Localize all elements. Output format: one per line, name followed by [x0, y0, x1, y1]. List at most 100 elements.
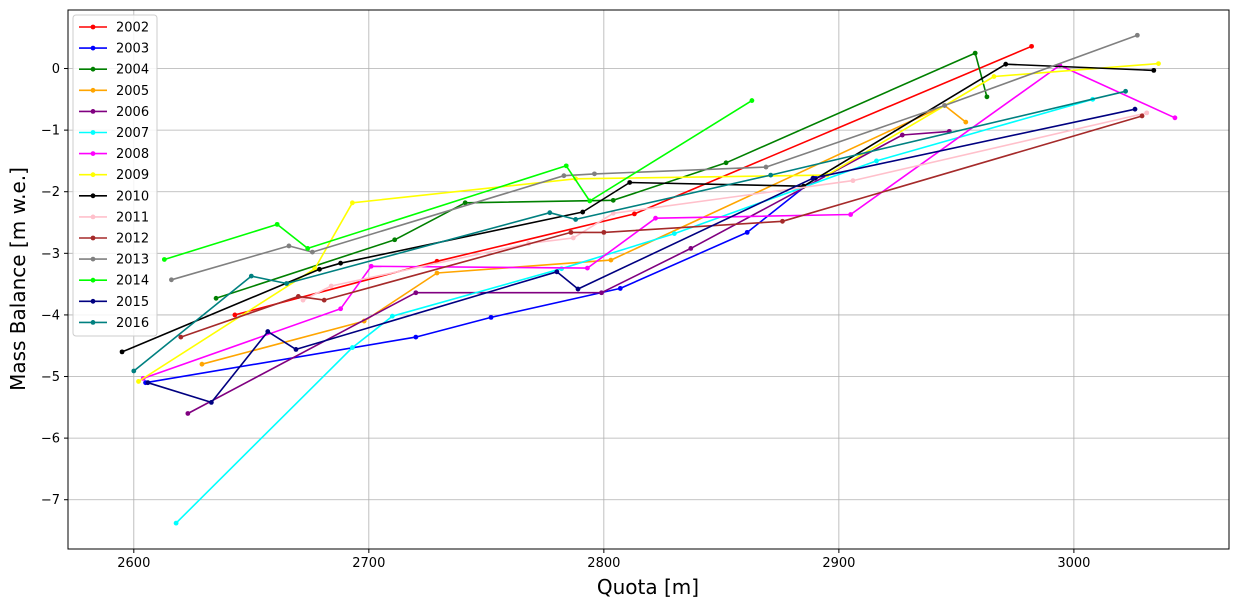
series-2004 [213, 50, 990, 301]
series-line-2005 [201, 104, 967, 365]
data-point [744, 229, 750, 235]
legend-label: 2008 [116, 147, 149, 162]
data-point [462, 200, 468, 206]
legend-label: 2005 [116, 84, 149, 99]
legend-label: 2012 [116, 232, 149, 247]
data-point [653, 215, 658, 221]
data-point [1139, 113, 1145, 119]
axis-ticks: 2600 2700 2800 2900 3000 0 −1 −2 −3 −4 −5 −6 −7 [41, 62, 1091, 571]
y-tick-label: −6 [41, 432, 60, 447]
data-point [136, 379, 141, 384]
legend-swatch-marker [90, 24, 96, 30]
legend-label: 2013 [116, 253, 149, 268]
y-tick-label: −3 [41, 247, 60, 262]
data-point [248, 273, 254, 279]
data-point [627, 180, 633, 185]
legend-label: 2016 [116, 316, 149, 331]
data-point [1123, 88, 1128, 94]
data-point [349, 200, 355, 206]
x-tick-label: 2700 [352, 556, 385, 571]
data-point [610, 197, 616, 203]
data-point [972, 50, 978, 56]
data-point [584, 265, 590, 271]
data-point [169, 277, 174, 283]
y-tick-label: −1 [41, 124, 60, 139]
legend-label: 2010 [116, 189, 149, 204]
data-point [573, 217, 579, 222]
data-point [991, 74, 997, 79]
data-point [305, 245, 311, 251]
series-line-2002 [234, 45, 1032, 316]
legend-item-2012: 2012 [79, 232, 149, 247]
data-point [848, 212, 854, 217]
legend-swatch-marker [90, 66, 96, 72]
data-point [1151, 67, 1157, 73]
x-axis-label: Quota [m] [597, 575, 699, 599]
data-point [392, 237, 398, 243]
data-point [1172, 115, 1178, 121]
legend-label: 2004 [116, 63, 149, 78]
y-tick-label: 0 [52, 62, 60, 77]
series-2013 [169, 32, 1140, 283]
data-point [899, 132, 905, 138]
legend-label: 2002 [116, 21, 149, 36]
data-point [274, 221, 280, 227]
data-point [587, 198, 593, 204]
legend-item-2013: 2013 [79, 253, 149, 268]
legend-swatch-marker [90, 214, 96, 220]
data-point [265, 329, 271, 334]
data-point [349, 345, 355, 350]
y-axis-label: Mass Balance [m w.e.] [6, 167, 30, 391]
data-point [671, 231, 677, 237]
data-point [768, 172, 774, 178]
series-2015 [145, 106, 1138, 405]
legend-swatch-marker [90, 172, 96, 178]
legend-swatch-marker [90, 151, 96, 157]
data-point [1134, 32, 1140, 38]
data-point [300, 297, 306, 303]
series-line-2008 [142, 64, 1176, 380]
x-tick-label: 2800 [587, 556, 620, 571]
data-point [810, 175, 816, 181]
data-point [580, 209, 586, 215]
data-point [592, 171, 597, 177]
data-point [1144, 110, 1150, 116]
series-2002 [232, 43, 1034, 318]
data-point [338, 260, 344, 266]
data-point [434, 270, 440, 276]
data-point [317, 266, 322, 272]
data-point [1132, 106, 1138, 112]
series-2012 [178, 113, 1145, 340]
data-point [310, 249, 315, 255]
series-2010 [119, 61, 1157, 355]
data-point [413, 334, 419, 340]
data-point [554, 269, 560, 275]
data-point [1029, 43, 1034, 49]
data-point [688, 245, 694, 251]
series-layer [119, 32, 1178, 526]
data-point [599, 290, 604, 296]
plot-background [68, 10, 1229, 549]
data-point [131, 368, 137, 374]
legend-item-2009: 2009 [79, 168, 149, 183]
series-2011 [300, 110, 1150, 303]
data-point [763, 164, 769, 170]
x-tick-label: 3000 [1057, 556, 1090, 571]
legend-label: 2014 [116, 274, 149, 289]
data-point [284, 281, 289, 286]
legend-item-2010: 2010 [79, 189, 149, 204]
data-point [780, 218, 785, 224]
data-point [874, 158, 879, 164]
data-point [631, 211, 637, 217]
data-point [389, 313, 395, 319]
data-point [601, 229, 607, 235]
data-point [368, 263, 374, 269]
data-point [561, 173, 567, 179]
data-point [178, 334, 184, 340]
legend-item-2014: 2014 [79, 274, 149, 289]
data-point [208, 399, 214, 405]
legend-item-2011: 2011 [79, 210, 149, 225]
legend-item-2006: 2006 [79, 105, 149, 120]
series-line-2006 [187, 130, 950, 415]
